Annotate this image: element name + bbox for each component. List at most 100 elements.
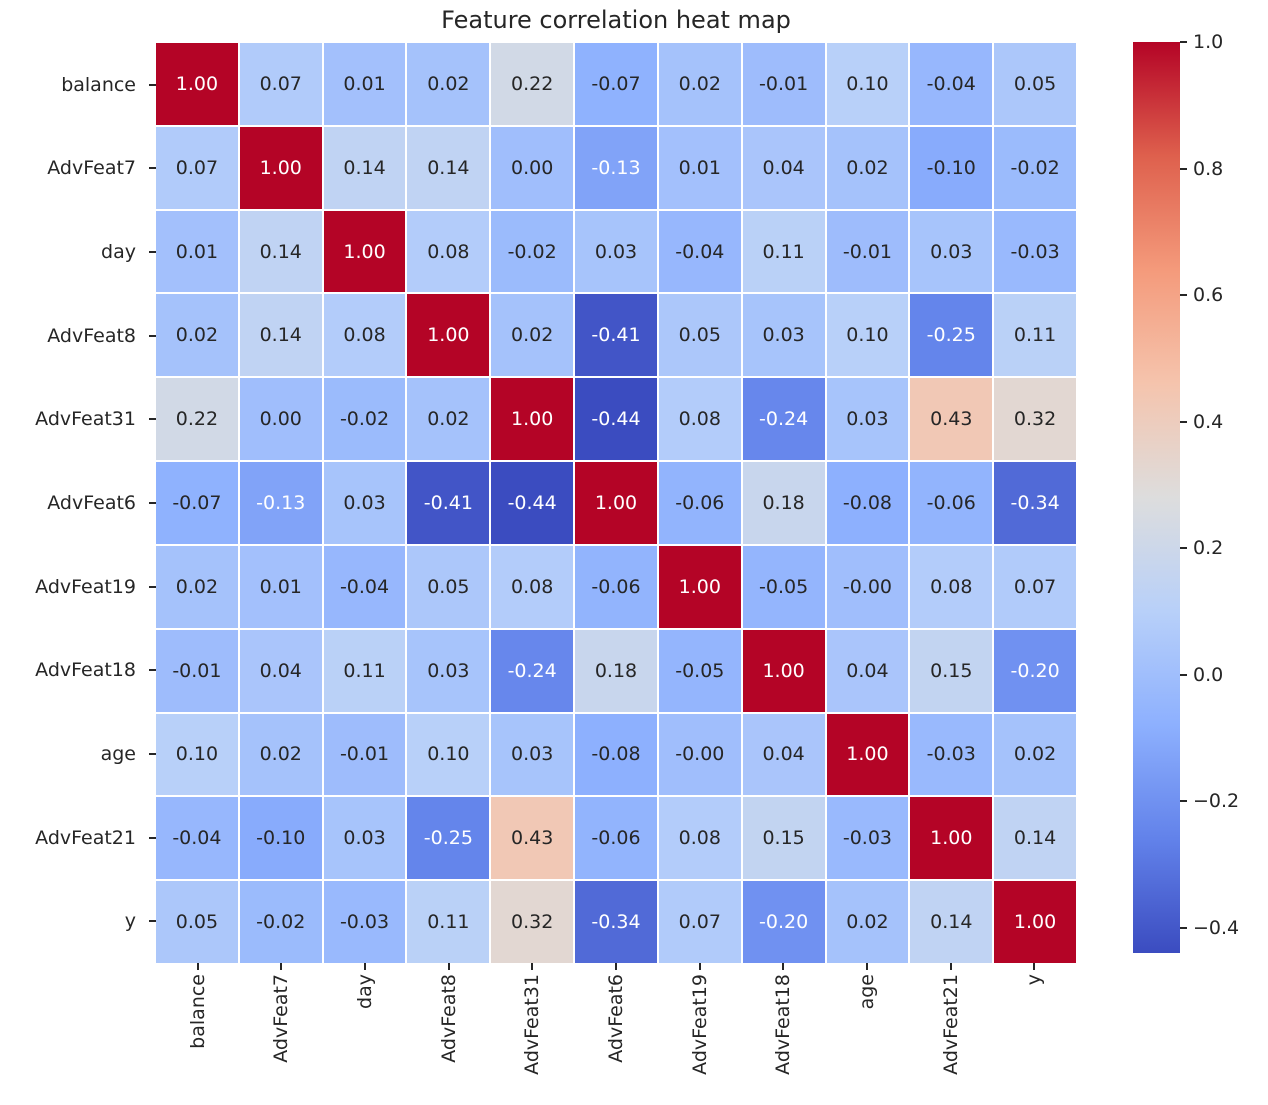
heatmap-cell: -0.01: [826, 210, 909, 293]
heatmap-cell: 0.32: [491, 881, 574, 963]
heatmap-cell: -0.00: [826, 545, 909, 628]
x-tick-mark: [531, 963, 534, 970]
heatmap-cell: 0.08: [491, 545, 574, 628]
heatmap-cell: -0.06: [575, 545, 657, 628]
y-tick-mark: [149, 920, 156, 923]
heatmap-cell: 0.00: [491, 126, 574, 209]
heatmap-cell: -0.06: [658, 462, 741, 544]
heatmap-cell: -0.20: [742, 881, 825, 963]
heatmap-cell: 0.07: [658, 881, 741, 963]
x-tick-mark: [865, 963, 868, 970]
x-tick-mark: [196, 963, 199, 970]
y-tick-label: AdvFeat18: [35, 659, 136, 682]
heatmap-cell: 0.22: [156, 378, 238, 461]
heatmap-cell: 0.02: [491, 294, 574, 377]
heatmap-cell: 0.05: [156, 881, 238, 963]
heatmap-cell: 0.02: [407, 378, 490, 461]
heatmap-cell: -0.04: [910, 43, 993, 125]
y-tick-mark: [149, 418, 156, 421]
heatmap-cell: 0.11: [407, 881, 490, 963]
x-tick-mark: [949, 963, 952, 970]
x-tick-label: AdvFeat19: [688, 974, 711, 1075]
heatmap-cell: 0.22: [491, 43, 574, 125]
heatmap-cell: 1.00: [323, 210, 406, 293]
y-tick-label: AdvFeat31: [35, 408, 136, 431]
heatmap-cell: -0.03: [323, 881, 406, 963]
colorbar-ticks: 1.0 0.8 0.6 0.4 0.2 0.0 −0.2 −0.4: [1180, 31, 1268, 953]
heatmap-cell: 0.10: [826, 43, 909, 125]
heatmap-cell: 0.08: [658, 797, 741, 880]
heatmap-cell: -0.44: [575, 378, 657, 461]
colorbar-tick-label: 1.0: [1193, 31, 1224, 53]
heatmap-cell: 0.02: [156, 294, 238, 377]
heatmap-cell: 1.00: [575, 462, 657, 544]
heatmap-cell: -0.10: [910, 126, 993, 209]
y-tick-label: balance: [61, 73, 136, 96]
colorbar-tick: 1.0: [1180, 31, 1223, 53]
colorbar-gradient: [1133, 42, 1180, 953]
colorbar-tick: 0.2: [1180, 537, 1223, 559]
heatmap-cell: 1.00: [156, 43, 238, 125]
heatmap-cell: 0.08: [910, 545, 993, 628]
heatmap-cell: 1.00: [239, 126, 322, 209]
heatmap-grid: 1.00 0.07 0.01 0.02 0.22 -0.07 0.02 -0.01 0.10 -0…: [156, 43, 1076, 963]
heatmap-cell: 0.18: [742, 462, 825, 544]
heatmap-cell: 0.32: [994, 378, 1076, 461]
heatmap-cell: -0.41: [575, 294, 657, 377]
heatmap-cell: 0.15: [742, 797, 825, 880]
heatmap-cell: -0.10: [239, 797, 322, 880]
y-tick-mark: [149, 83, 156, 86]
x-tick-mark: [280, 963, 283, 970]
x-tick-label: AdvFeat6: [604, 974, 627, 1063]
heatmap-cell: 0.10: [826, 294, 909, 377]
heatmap-cell: -0.05: [742, 545, 825, 628]
colorbar-tick-mark: [1180, 926, 1187, 929]
heatmap-cell: -0.34: [994, 462, 1076, 544]
colorbar-tick-mark: [1180, 41, 1187, 43]
colorbar-tick-label: 0.8: [1193, 157, 1224, 180]
heatmap-cell: 0.03: [491, 713, 574, 796]
heatmap-cell: -0.08: [826, 462, 909, 544]
heatmap-cell: -0.07: [156, 462, 238, 544]
heatmap-cell: -0.24: [491, 629, 574, 712]
y-tick-mark: [149, 669, 156, 672]
heatmap-cell: 1.00: [407, 294, 490, 377]
heatmap-cell: -0.04: [156, 797, 238, 880]
colorbar-tick-label: 0.0: [1193, 663, 1224, 686]
heatmap-cell: 0.02: [826, 881, 909, 963]
y-tick-label: AdvFeat7: [47, 157, 136, 180]
heatmap-cell: 0.05: [658, 294, 741, 377]
colorbar-tick: 0.6: [1180, 284, 1223, 306]
heatmap-cell: -0.06: [910, 462, 993, 544]
x-tick-label: AdvFeat8: [437, 974, 460, 1063]
heatmap-cell: 0.14: [407, 126, 490, 209]
y-tick-mark: [149, 752, 156, 755]
heatmap-cell: 0.14: [239, 210, 322, 293]
heatmap-cell: 0.07: [994, 545, 1076, 628]
heatmap-cell: 0.11: [994, 294, 1076, 377]
heatmap-cell: -0.13: [239, 462, 322, 544]
heatmap-cell: -0.41: [407, 462, 490, 544]
x-tick-label: day: [354, 974, 377, 1009]
colorbar-tick-mark: [1180, 547, 1187, 550]
heatmap-cell: 0.03: [323, 462, 406, 544]
x-tick-label: balance: [186, 974, 209, 1049]
y-tick-mark: [149, 167, 156, 170]
heatmap-cell: 0.03: [910, 210, 993, 293]
y-tick-mark: [149, 251, 156, 254]
colorbar-tick: −0.2: [1180, 790, 1239, 812]
x-tick-mark: [782, 963, 785, 970]
x-tick-label: AdvFeat18: [772, 974, 795, 1075]
heatmap-cell: 0.14: [910, 881, 993, 963]
colorbar-tick-mark: [1180, 294, 1187, 297]
y-tick-label: y: [124, 910, 136, 933]
heatmap-cell: -0.13: [575, 126, 657, 209]
y-tick-label: AdvFeat6: [47, 492, 136, 515]
heatmap-cell: 0.10: [407, 713, 490, 796]
heatmap-cell: -0.03: [910, 713, 993, 796]
colorbar-tick-mark: [1180, 800, 1187, 803]
heatmap-cell: 0.02: [658, 43, 741, 125]
heatmap-cell: 0.01: [323, 43, 406, 125]
heatmap-cell: 0.01: [239, 545, 322, 628]
